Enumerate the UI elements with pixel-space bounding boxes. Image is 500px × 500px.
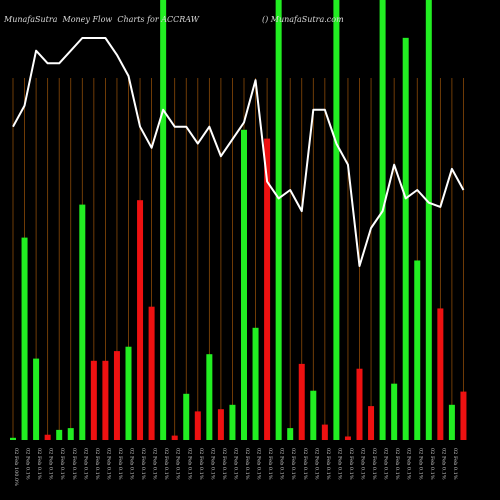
x-tick-label: 02 Feb 0.1%: [336, 448, 342, 480]
bar-inflow: [402, 37, 409, 441]
x-tick-label: 02 Feb 0.1%: [36, 448, 42, 480]
bar-inflow: [67, 428, 74, 440]
x-tick-label: 02 Feb 0.1%: [313, 448, 319, 480]
bar-outflow: [194, 411, 201, 440]
bar-outflow: [356, 368, 363, 440]
bar-outflow: [368, 406, 375, 440]
bar-inflow: [10, 437, 16, 440]
bar-outflow: [171, 435, 178, 440]
x-tick-label: 02 Feb 0.1%: [244, 448, 250, 480]
bar-outflow: [90, 360, 97, 440]
bar-inflow: [183, 393, 190, 440]
x-tick-label: 02 Feb 0.1%: [140, 448, 146, 480]
x-tick-label: 02 Feb 0.1%: [325, 448, 331, 480]
x-tick-label: 02 Feb 0.1%: [232, 448, 238, 480]
x-tick-label: 02 Feb 0.1%: [59, 448, 65, 480]
bar-outflow: [44, 434, 51, 440]
x-tick-label: 02 Feb 0.1%: [221, 448, 227, 480]
bar-inflow: [379, 0, 386, 440]
bar-outflow: [321, 424, 328, 440]
x-tick-label: 02 Feb 0.1%: [48, 448, 54, 480]
bar-inflow: [275, 0, 282, 440]
x-tick-label: 02 Feb 0.1%: [82, 448, 88, 480]
bar-inflow: [425, 0, 432, 440]
x-tick-label: 02 Feb 0.1%: [25, 448, 31, 480]
bar-outflow: [460, 391, 467, 440]
x-tick-label: 02 Feb 0.1%: [417, 448, 423, 480]
site-credit: () MunafaSutra.com: [262, 15, 344, 24]
bar-inflow: [333, 0, 340, 440]
x-tick-label: 02 Feb 0.1%: [117, 448, 123, 480]
bar-inflow: [391, 383, 398, 440]
bar-inflow: [33, 358, 40, 440]
bar-outflow: [217, 409, 224, 440]
bars: [10, 0, 467, 441]
x-tick-label: 02 Feb 0.1%: [279, 448, 285, 480]
x-tick-label: 02 Feb 0.1%: [302, 448, 308, 480]
x-tick-label: 02 Feb 0.1%: [175, 448, 181, 480]
x-tick-label: 02 Feb 100.0%: [13, 448, 19, 486]
bar-inflow: [287, 428, 294, 440]
x-tick-label: 02 Feb 0.1%: [429, 448, 435, 480]
bar-outflow: [264, 138, 271, 440]
x-tick-label: 02 Feb 0.1%: [383, 448, 389, 480]
x-tick-label: 02 Feb 0.1%: [129, 448, 135, 480]
chart-title: MunafaSutra Money Flow Charts for ACCRAW: [4, 15, 199, 24]
bar-outflow: [437, 308, 444, 440]
bar-outflow: [344, 436, 351, 440]
bar-inflow: [160, 0, 167, 440]
bar-inflow: [206, 354, 213, 440]
bar-inflow: [310, 390, 317, 440]
x-tick-label: 02 Feb 0.1%: [394, 448, 400, 480]
x-tick-label: 02 Feb 0.1%: [290, 448, 296, 480]
bar-outflow: [137, 200, 144, 440]
bar-inflow: [241, 129, 247, 441]
x-tick-label: 02 Feb 0.1%: [267, 448, 273, 480]
bar-outflow: [148, 306, 155, 440]
money-flow-line: [12, 37, 465, 267]
x-tick-label: 02 Feb 0.1%: [348, 448, 354, 480]
bar-inflow: [414, 260, 421, 440]
bar-inflow: [79, 204, 86, 440]
money-flow-line-group: [12, 37, 465, 267]
bar-outflow: [113, 351, 120, 440]
x-tick-label: 02 Feb 0.1%: [371, 448, 377, 480]
bar-inflow: [125, 346, 132, 440]
x-tick-label: 02 Feb 0.1%: [94, 448, 100, 480]
x-tick-label: 02 Feb 0.1%: [360, 448, 366, 480]
x-tick-label: 02 Feb 0.1%: [209, 448, 215, 480]
bar-inflow: [252, 327, 259, 440]
bar-inflow: [229, 404, 236, 440]
bar-outflow: [102, 360, 109, 440]
x-tick-label: 02 Feb 0.1%: [105, 448, 111, 480]
x-tick-label: 02 Feb 0.1%: [256, 448, 262, 480]
x-tick-label: 02 Feb 0.1%: [71, 448, 77, 480]
x-tick-label: 02 Feb 0.1%: [152, 448, 158, 480]
x-tick-label: 02 Feb 0.1%: [163, 448, 169, 480]
x-tick-label: 02 Feb 0.1%: [198, 448, 204, 480]
x-tick-label: 02 Feb 0.1%: [186, 448, 192, 480]
bar-inflow: [448, 404, 455, 440]
x-tick-label: 02 Feb 0.1%: [406, 448, 412, 480]
x-tick-label: 02 Feb 0.1%: [440, 448, 446, 480]
x-axis-ticks: 02 Feb 100.0% 02 Feb 0.1% 02 Feb 0.1% 02 Fe…: [13, 448, 458, 486]
x-tick-label: 02 Feb 0.1%: [452, 448, 458, 480]
bar-outflow: [298, 363, 305, 440]
bar-inflow: [21, 237, 28, 440]
bar-inflow: [56, 429, 63, 440]
